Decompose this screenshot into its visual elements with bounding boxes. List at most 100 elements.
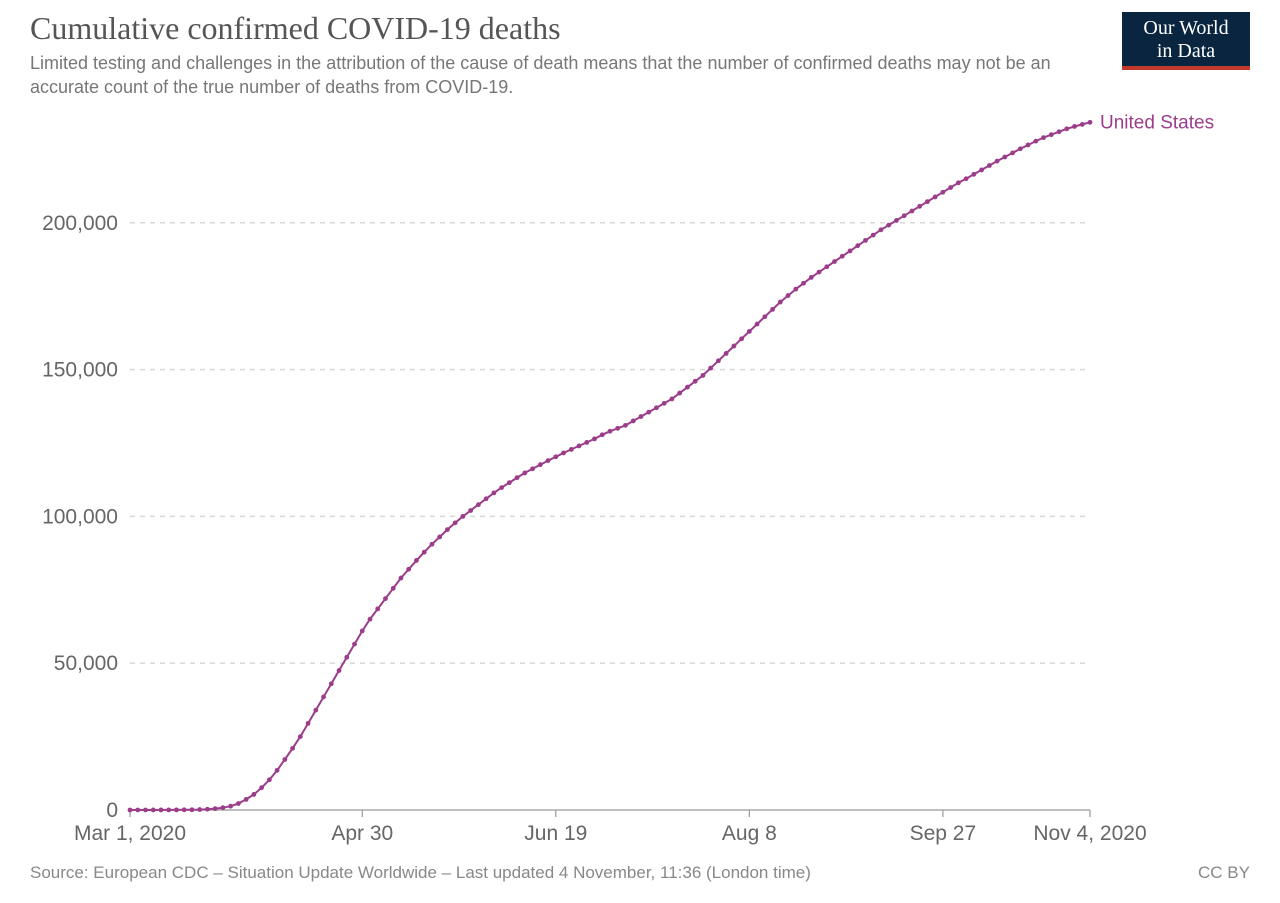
data-point [391,586,396,591]
data-point [259,785,264,790]
data-point [236,801,241,806]
data-point [925,199,930,204]
data-point [600,432,605,437]
data-point [871,233,876,238]
line-chart: 050,000100,000150,000200,000Mar 1, 2020A… [30,110,1250,850]
logo-line1: Our World [1122,17,1250,40]
data-point [623,423,628,428]
data-point [917,204,922,209]
data-point [677,391,682,396]
data-point [1080,122,1085,127]
data-point [499,485,504,490]
data-point [383,596,388,601]
data-point [670,397,675,402]
data-point [313,708,318,713]
x-tick-label: Nov 4, 2020 [1033,822,1146,845]
data-point [159,808,164,813]
data-point [1049,132,1054,137]
data-point [228,804,233,809]
data-point [515,475,520,480]
data-point [430,542,435,547]
data-point [1002,155,1007,160]
data-point [221,805,226,810]
data-point [375,606,380,611]
data-point [306,721,311,726]
data-point [608,429,613,434]
y-tick-label: 200,000 [42,212,118,235]
data-point [801,281,806,286]
owid-logo: Our World in Data [1122,12,1250,70]
data-point [886,223,891,228]
data-point [507,480,512,485]
data-point [329,681,334,686]
y-tick-label: 100,000 [42,505,118,528]
source-text: Source: European CDC – Situation Update … [30,863,811,883]
data-point [1010,150,1015,155]
data-point [770,307,775,312]
data-point [461,514,466,519]
data-point [662,401,667,406]
data-point [205,807,210,812]
y-tick-label: 0 [106,799,118,822]
data-point [786,293,791,298]
data-point [577,444,582,449]
data-point [275,768,280,773]
data-point [615,426,620,431]
data-point [894,218,899,223]
data-point [592,436,597,441]
data-point [1057,129,1062,134]
data-point [941,190,946,195]
data-point [1064,126,1069,131]
data-point [561,451,566,456]
data-point [708,366,713,371]
x-tick-label: Mar 1, 2020 [74,822,186,845]
data-point [476,502,481,507]
data-point [762,314,767,319]
data-point [685,385,690,390]
data-point [1026,143,1031,148]
data-point [639,414,644,419]
data-point [933,195,938,200]
data-point [1033,139,1038,144]
data-point [584,440,589,445]
data-point [755,322,760,327]
data-point [321,695,326,700]
data-point [468,508,473,513]
data-point [368,617,373,622]
logo-line2: in Data [1122,40,1250,63]
series-label: United States [1100,112,1214,133]
data-point [646,410,651,415]
data-point [344,655,349,660]
data-point [213,806,218,811]
series-line [130,122,1090,810]
data-point [987,163,992,168]
data-point [197,807,202,812]
data-point [569,447,574,452]
data-point [352,642,357,647]
data-point [832,259,837,264]
data-point [863,238,868,243]
data-point [910,209,915,214]
chart-header: Cumulative confirmed COVID-19 deaths Lim… [30,10,1250,100]
data-point [995,159,1000,164]
data-point [190,807,195,812]
data-point [724,351,729,356]
x-tick-label: Apr 30 [331,822,393,845]
x-tick-label: Jun 19 [524,822,587,845]
data-point [654,405,659,410]
data-point [422,550,427,555]
data-point [251,792,256,797]
data-point [848,249,853,254]
data-point [793,287,798,292]
data-point [491,490,496,495]
data-point [855,243,860,248]
data-point [902,213,907,218]
data-point [182,807,187,812]
data-point [701,373,706,378]
data-point [693,379,698,384]
data-point [731,344,736,349]
chart-container: Cumulative confirmed COVID-19 deaths Lim… [0,0,1280,903]
data-point [948,185,953,190]
data-point [538,462,543,467]
data-point [971,172,976,177]
